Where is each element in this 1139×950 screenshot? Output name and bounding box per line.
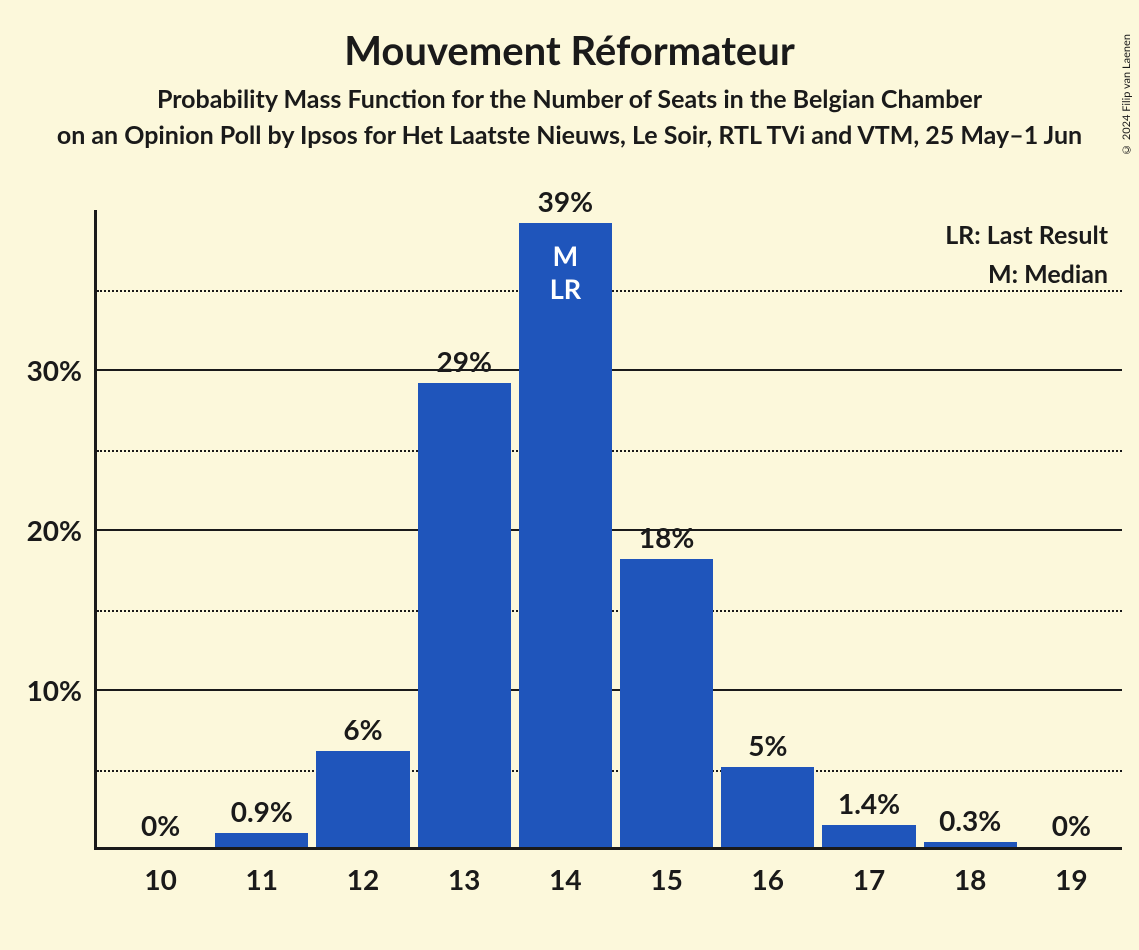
bar-value-label: 39% [538,184,593,218]
x-tick-label: 16 [752,862,784,896]
x-axis [94,847,1122,850]
x-tick-label: 12 [347,862,379,896]
bar-value-label: 0% [1052,808,1091,842]
bar [721,767,814,847]
x-tick-label: 10 [144,862,176,896]
bar [316,751,409,847]
x-tick-label: 18 [954,862,986,896]
bar [519,223,612,847]
y-tick-label: 10% [2,673,82,707]
bar-value-label: 0.3% [939,803,1001,837]
bar-value-label: 0.9% [231,794,293,828]
bar-value-label: 18% [639,520,694,554]
bar [822,825,915,847]
bar-value-label: 1.4% [838,786,900,820]
copyright-notice: © 2024 Filip van Laenen [1120,34,1133,156]
bar-value-label: 0% [141,808,180,842]
legend-m: M: Median [945,255,1108,294]
bar-chart: LR: Last Result M: Median 10%20%30%0%100… [94,210,1122,850]
chart-title: Mouvement Réformateur [0,26,1139,74]
legend-lr: LR: Last Result [945,216,1108,255]
x-tick-label: 11 [246,862,278,896]
bar [418,383,511,847]
x-tick-label: 17 [853,862,885,896]
chart-subtitle-2: on an Opinion Poll by Ipsos for Het Laat… [0,120,1139,150]
bar-annotation: MLR [550,239,581,307]
chart-legend: LR: Last Result M: Median [945,216,1108,294]
bar-value-label: 29% [436,344,491,378]
bar-value-label: 5% [748,728,787,762]
bar-value-label: 6% [343,712,382,746]
bar [620,559,713,847]
bar [924,842,1017,847]
y-tick-label: 20% [2,513,82,547]
bar-annotation-line: LR [550,272,581,306]
y-tick-label: 30% [2,353,82,387]
x-tick-label: 13 [448,862,480,896]
x-tick-label: 14 [549,862,581,896]
chart-subtitle-1: Probability Mass Function for the Number… [0,84,1139,114]
bar [215,833,308,847]
bar-annotation-line: M [550,239,581,273]
x-tick-label: 15 [650,862,682,896]
x-tick-label: 19 [1055,862,1087,896]
